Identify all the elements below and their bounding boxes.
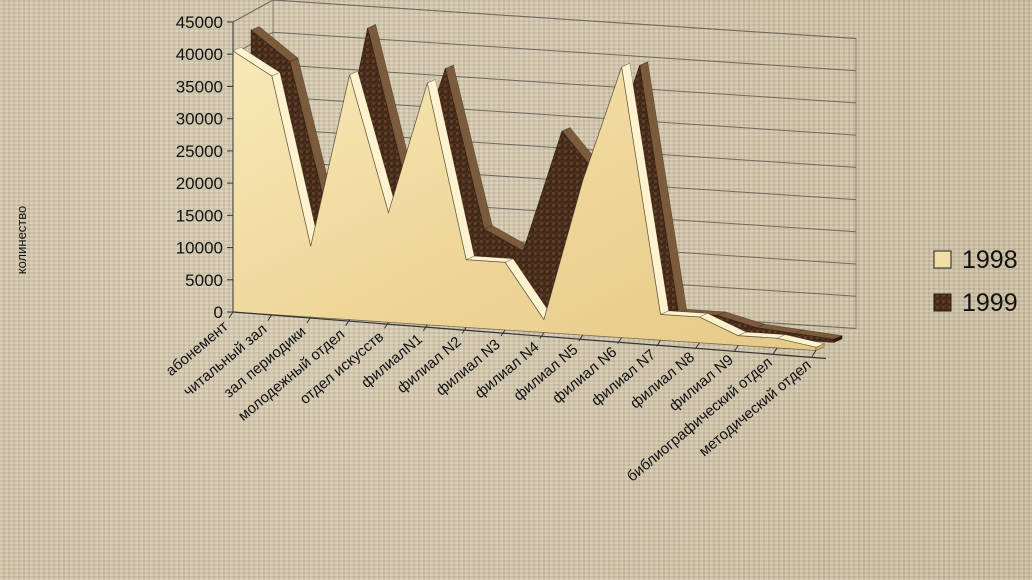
x-tick-mark bbox=[228, 311, 234, 319]
x-tick-mark bbox=[811, 350, 817, 357]
x-tick-mark bbox=[345, 319, 351, 326]
y-tick-label: 35000 bbox=[176, 77, 223, 96]
x-tick-mark bbox=[267, 314, 273, 321]
x-tick-mark bbox=[461, 327, 467, 334]
x-tick-mark bbox=[617, 337, 623, 344]
area-end-side bbox=[833, 335, 843, 343]
y-tick-label: 25000 bbox=[176, 142, 223, 161]
y-tick-label: 15000 bbox=[176, 206, 223, 225]
y-tick-label: 0 bbox=[214, 303, 223, 322]
x-tick-mark bbox=[500, 329, 506, 337]
area-end-side bbox=[815, 343, 825, 351]
y-axis-label: колинество bbox=[14, 206, 29, 274]
y-tick-label: 40000 bbox=[176, 45, 223, 64]
legend-swatch bbox=[933, 250, 952, 269]
y-tick-label: 45000 bbox=[176, 13, 223, 32]
x-tick-mark bbox=[656, 339, 661, 347]
x-tick-mark bbox=[772, 347, 778, 355]
x-tick-mark bbox=[384, 321, 389, 329]
x-tick-mark bbox=[694, 342, 700, 350]
x-axis-line bbox=[232, 311, 827, 360]
x-tick-mark bbox=[422, 324, 428, 332]
y-tick-label: 10000 bbox=[176, 239, 223, 258]
y-tick-label: 20000 bbox=[176, 174, 223, 193]
legend-swatch bbox=[933, 293, 952, 312]
x-tick-mark bbox=[578, 334, 584, 342]
x-tick-mark bbox=[539, 332, 545, 339]
y-tick-label: 5000 bbox=[185, 271, 223, 290]
series-1998 bbox=[232, 47, 826, 351]
legend-label: 1998 bbox=[962, 246, 1018, 274]
x-tick-mark bbox=[733, 345, 739, 352]
y-tick-label: 30000 bbox=[176, 110, 223, 129]
x-tick-mark bbox=[306, 316, 312, 324]
gridline bbox=[232, 0, 857, 39]
gridline bbox=[232, 31, 857, 72]
legend-label: 1999 bbox=[962, 289, 1018, 317]
